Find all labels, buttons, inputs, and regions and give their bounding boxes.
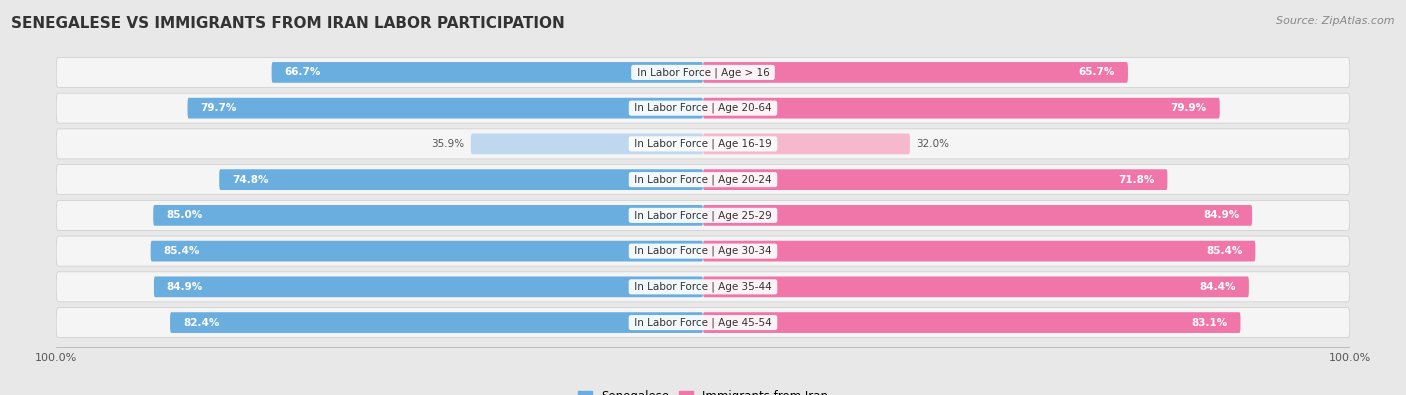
Text: 32.0%: 32.0% <box>917 139 949 149</box>
Legend: Senegalese, Immigrants from Iran: Senegalese, Immigrants from Iran <box>572 385 834 395</box>
FancyBboxPatch shape <box>56 57 1350 87</box>
Text: In Labor Force | Age 25-29: In Labor Force | Age 25-29 <box>631 210 775 221</box>
Text: 66.7%: 66.7% <box>284 68 321 77</box>
FancyBboxPatch shape <box>703 205 1253 226</box>
Text: 82.4%: 82.4% <box>183 318 219 327</box>
Text: In Labor Force | Age 30-34: In Labor Force | Age 30-34 <box>631 246 775 256</box>
FancyBboxPatch shape <box>187 98 703 118</box>
Text: 71.8%: 71.8% <box>1118 175 1154 184</box>
Text: SENEGALESE VS IMMIGRANTS FROM IRAN LABOR PARTICIPATION: SENEGALESE VS IMMIGRANTS FROM IRAN LABOR… <box>11 16 565 31</box>
Text: In Labor Force | Age 16-19: In Labor Force | Age 16-19 <box>631 139 775 149</box>
Text: 84.9%: 84.9% <box>1204 211 1239 220</box>
Text: 79.7%: 79.7% <box>201 103 236 113</box>
Text: 85.0%: 85.0% <box>166 211 202 220</box>
Text: 84.4%: 84.4% <box>1199 282 1236 292</box>
FancyBboxPatch shape <box>703 169 1167 190</box>
Text: 74.8%: 74.8% <box>232 175 269 184</box>
FancyBboxPatch shape <box>56 308 1350 338</box>
Text: 85.4%: 85.4% <box>1206 246 1243 256</box>
Text: 65.7%: 65.7% <box>1078 68 1115 77</box>
Text: In Labor Force | Age 45-54: In Labor Force | Age 45-54 <box>631 317 775 328</box>
FancyBboxPatch shape <box>150 241 703 261</box>
Text: 84.9%: 84.9% <box>167 282 202 292</box>
FancyBboxPatch shape <box>56 200 1350 230</box>
Text: 35.9%: 35.9% <box>432 139 464 149</box>
Text: 85.4%: 85.4% <box>163 246 200 256</box>
Text: In Labor Force | Age 35-44: In Labor Force | Age 35-44 <box>631 282 775 292</box>
FancyBboxPatch shape <box>703 312 1240 333</box>
Text: 83.1%: 83.1% <box>1191 318 1227 327</box>
Text: Source: ZipAtlas.com: Source: ZipAtlas.com <box>1277 16 1395 26</box>
Text: In Labor Force | Age 20-64: In Labor Force | Age 20-64 <box>631 103 775 113</box>
FancyBboxPatch shape <box>703 276 1249 297</box>
FancyBboxPatch shape <box>56 236 1350 266</box>
Text: 79.9%: 79.9% <box>1171 103 1206 113</box>
FancyBboxPatch shape <box>56 165 1350 195</box>
FancyBboxPatch shape <box>170 312 703 333</box>
Text: In Labor Force | Age > 16: In Labor Force | Age > 16 <box>634 67 772 78</box>
FancyBboxPatch shape <box>56 272 1350 302</box>
FancyBboxPatch shape <box>153 205 703 226</box>
FancyBboxPatch shape <box>703 62 1128 83</box>
FancyBboxPatch shape <box>703 134 910 154</box>
FancyBboxPatch shape <box>56 129 1350 159</box>
FancyBboxPatch shape <box>703 98 1220 118</box>
FancyBboxPatch shape <box>219 169 703 190</box>
FancyBboxPatch shape <box>471 134 703 154</box>
Text: In Labor Force | Age 20-24: In Labor Force | Age 20-24 <box>631 174 775 185</box>
FancyBboxPatch shape <box>703 241 1256 261</box>
FancyBboxPatch shape <box>271 62 703 83</box>
FancyBboxPatch shape <box>153 276 703 297</box>
FancyBboxPatch shape <box>56 93 1350 123</box>
